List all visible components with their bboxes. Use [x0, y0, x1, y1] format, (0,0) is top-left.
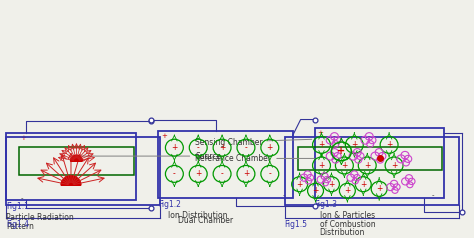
Text: -: - [283, 193, 285, 199]
Text: -: - [173, 169, 176, 178]
Bar [6, 133, 136, 200]
Text: +: + [337, 146, 346, 156]
Polygon shape [61, 176, 81, 185]
Text: -: - [432, 193, 434, 199]
Text: +: + [319, 140, 325, 149]
Text: +: + [219, 143, 225, 152]
Text: Ion Distribution: Ion Distribution [168, 211, 228, 220]
Text: +: + [376, 184, 383, 193]
Text: Fig1.1: Fig1.1 [6, 202, 29, 211]
Text: Particle Radiation: Particle Radiation [6, 213, 74, 222]
Text: +: + [243, 169, 249, 178]
Text: Sensing Chamber: Sensing Chamber [195, 138, 312, 147]
Text: Fig1.3: Fig1.3 [315, 200, 337, 209]
Bar [158, 131, 292, 198]
Bar [19, 147, 134, 175]
Bar [298, 147, 442, 170]
Text: -: - [221, 169, 223, 178]
Text: of Combustion: of Combustion [319, 220, 375, 229]
Text: +: + [266, 143, 273, 152]
Text: +: + [328, 180, 335, 189]
Text: Dual Chamber: Dual Chamber [178, 216, 233, 225]
Text: +: + [391, 161, 397, 170]
Text: Ion & Particles: Ion & Particles [319, 211, 374, 220]
Text: +: + [360, 180, 366, 189]
Bar [315, 128, 444, 198]
Polygon shape [71, 155, 82, 161]
Text: -: - [197, 143, 200, 152]
Text: -: - [245, 143, 247, 152]
Text: +: + [195, 169, 201, 178]
Text: +: + [351, 140, 357, 149]
Text: +: + [312, 186, 319, 195]
Text: +: + [364, 161, 370, 170]
Text: Source: Source [79, 152, 221, 161]
Text: +: + [20, 134, 26, 140]
Text: Distribution: Distribution [319, 228, 365, 237]
Text: +: + [386, 140, 392, 149]
Text: Referance Chamber: Referance Chamber [195, 154, 315, 163]
Text: +: + [344, 186, 351, 195]
Bar [285, 137, 459, 205]
Text: +: + [341, 161, 347, 170]
Text: -: - [20, 195, 23, 201]
Text: +: + [318, 130, 323, 136]
Text: +: + [296, 180, 303, 189]
Text: Fig1.2: Fig1.2 [158, 200, 182, 209]
Bar [6, 137, 161, 205]
Text: Pattern: Pattern [6, 222, 34, 231]
Text: +: + [162, 133, 167, 139]
Text: Fig1.5: Fig1.5 [285, 220, 308, 229]
Text: +: + [171, 143, 178, 152]
Text: Fig1.4: Fig1.4 [6, 220, 29, 229]
Text: -: - [268, 169, 271, 178]
Text: +: + [319, 161, 325, 170]
